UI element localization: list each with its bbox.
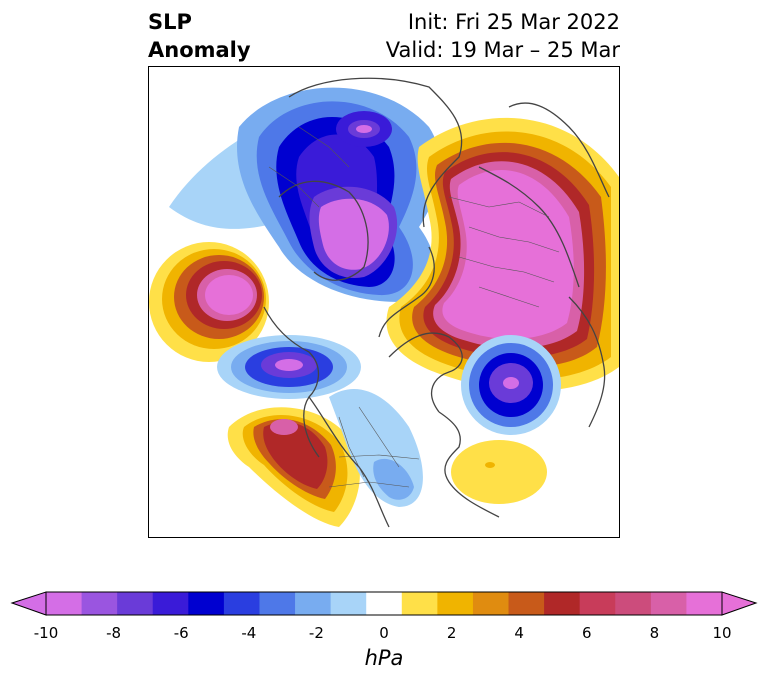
colorbar-segment: [615, 592, 652, 615]
colorbar: [10, 591, 758, 616]
anomaly-low-atlantic: [461, 335, 561, 435]
init-date: Init: Fri 25 Mar 2022: [407, 10, 620, 34]
colorbar-segment: [46, 592, 83, 615]
colorbar-segment: [330, 592, 367, 615]
colorbar-tick-label: 2: [446, 624, 457, 642]
colorbar-tick-label: 6: [582, 624, 592, 642]
colorbar-tick-label: 4: [514, 624, 524, 642]
colorbar-tick-label: -4: [241, 624, 257, 642]
colorbar-segment: [686, 592, 723, 615]
colorbar-extend-min: [10, 591, 47, 616]
colorbar-tick-label: -6: [173, 624, 189, 642]
colorbar-segment: [81, 592, 118, 615]
anomaly-low-central-us-inner: [373, 458, 414, 500]
anomaly-map: [148, 66, 620, 538]
colorbar-segment: [472, 592, 510, 615]
colorbar-tick-label: -2: [308, 624, 324, 642]
colorbar-segment: [401, 592, 438, 615]
valid-range: Valid: 19 Mar – 25 Mar: [385, 38, 620, 62]
political-borders: [268, 126, 560, 488]
title-variable: SLP: [148, 10, 192, 34]
colorbar-ticks: -10 -8 -6 -4 -2 0 2 4 6 8 10: [0, 624, 768, 646]
anomaly-high-north-america: [227, 407, 360, 527]
title-right: Init: Fri 25 Mar 2022 Valid: 19 Mar – 25…: [386, 8, 620, 64]
colorbar-tick-label: 8: [649, 624, 660, 642]
colorbar-segment: [117, 592, 154, 615]
anomaly-low-pacific: [217, 335, 361, 399]
title-type: Anomaly: [148, 38, 251, 62]
colorbar-segment: [437, 592, 474, 615]
colorbar-unit-label: hPa: [364, 646, 404, 670]
map-svg: [149, 77, 619, 528]
anomaly-high-subtropical-core: [485, 462, 495, 468]
colorbar-segment: [295, 592, 332, 615]
colorbar-extend-max: [721, 591, 758, 616]
colorbar-frame: [45, 591, 723, 616]
colorbar-tick-label: -10: [33, 624, 59, 642]
colorbar-segment: [223, 592, 260, 615]
colorbar-tick-label: 10: [712, 624, 732, 642]
anomaly-high-pacific: [149, 242, 269, 362]
anomaly-low-arctic: [237, 87, 440, 305]
anomaly-high-east: [386, 117, 619, 391]
colorbar-segment: [366, 592, 403, 615]
colorbar-segment: [152, 592, 189, 615]
title-left: SLP Anomaly: [148, 8, 251, 64]
colorbar-segment: [508, 592, 545, 615]
colorbar-segment: [579, 592, 616, 615]
colorbar-segment: [188, 592, 225, 615]
anomaly-high-subtropical: [451, 440, 547, 504]
colorbar-segment: [544, 592, 581, 615]
colorbar-tick-label: 0: [379, 624, 389, 642]
colorbar-segment: [259, 592, 296, 615]
colorbar-tick-label: -8: [106, 624, 122, 642]
colorbar-segment: [650, 592, 687, 615]
